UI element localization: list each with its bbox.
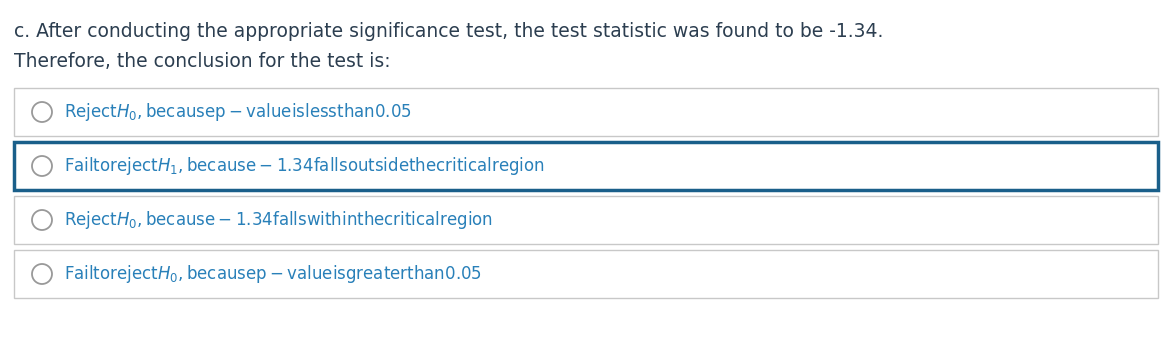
Text: $\mathregular{Reject }$$\mathit{H}_{0}$$\mathregular{, because -1.34 falls withi: $\mathregular{Reject }$$\mathit{H}_{0}$$…	[64, 209, 493, 231]
Ellipse shape	[32, 102, 52, 122]
FancyBboxPatch shape	[14, 88, 1158, 136]
Text: Therefore, the conclusion for the test is:: Therefore, the conclusion for the test i…	[14, 52, 390, 71]
FancyBboxPatch shape	[14, 196, 1158, 244]
FancyBboxPatch shape	[14, 250, 1158, 298]
Text: $\mathregular{Fail to reject }$$\mathit{H}_{1}$$\mathregular{, because -1.34 fal: $\mathregular{Fail to reject }$$\mathit{…	[64, 155, 545, 177]
FancyBboxPatch shape	[14, 142, 1158, 190]
Ellipse shape	[32, 156, 52, 176]
Text: c. After conducting the appropriate significance test, the test statistic was fo: c. After conducting the appropriate sign…	[14, 22, 884, 41]
Ellipse shape	[32, 264, 52, 284]
Text: $\mathregular{Fail to reject }$$\mathit{H}_{0}$$\mathregular{, because p-value i: $\mathregular{Fail to reject }$$\mathit{…	[64, 263, 482, 285]
Text: $\mathregular{Reject }$$\mathit{H}_{0}$$\mathregular{, because p-value is less t: $\mathregular{Reject }$$\mathit{H}_{0}$$…	[64, 101, 411, 123]
Ellipse shape	[32, 210, 52, 230]
